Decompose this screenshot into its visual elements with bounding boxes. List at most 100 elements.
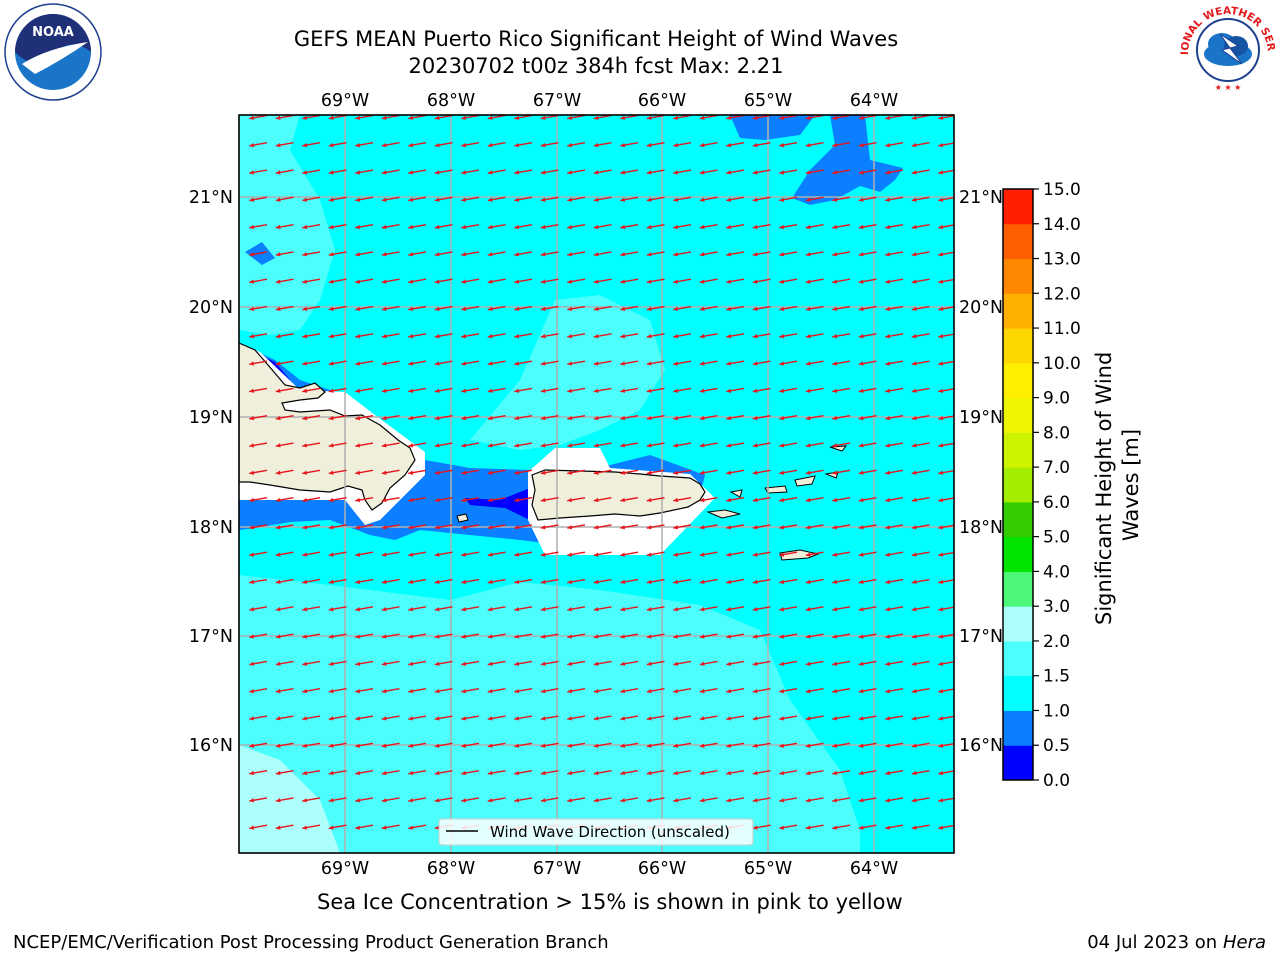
wind-wave-arrowhead — [381, 115, 387, 120]
wind-wave-arrowhead — [593, 634, 599, 639]
wind-wave-arrowhead — [699, 688, 705, 694]
noaa-logo-text: NOAA — [32, 25, 74, 40]
wind-wave-arrowhead — [328, 634, 334, 639]
wind-wave-arrowhead — [328, 197, 334, 202]
wind-wave-arrowhead — [832, 607, 838, 612]
wind-wave-arrowhead — [381, 388, 387, 393]
wind-wave-arrowhead — [620, 443, 626, 448]
wind-wave-arrowhead — [381, 361, 387, 366]
wind-wave-arrowhead — [620, 525, 626, 530]
wind-wave-arrowhead — [646, 252, 652, 257]
wind-wave-arrowhead — [328, 334, 334, 339]
wind-wave-arrowhead — [805, 415, 811, 421]
wind-wave-arrowhead — [355, 170, 361, 175]
wind-wave-arrowhead — [381, 716, 387, 721]
wind-wave-arrowhead — [673, 743, 679, 748]
wind-wave-arrowhead — [726, 661, 732, 666]
wind-wave-arrowhead — [593, 470, 599, 475]
wind-wave-arrowhead — [858, 142, 864, 148]
wind-wave-arrowhead — [275, 552, 281, 557]
wind-wave-arrowhead — [434, 579, 440, 585]
wind-wave-arrowhead — [487, 115, 493, 120]
wind-wave-arrowhead — [408, 334, 414, 339]
wind-wave-arrowhead — [514, 716, 520, 721]
wind-wave-arrowhead — [275, 770, 281, 776]
wind-wave-arrowhead — [540, 224, 546, 230]
wind-wave-arrowhead — [461, 224, 467, 230]
legend-label: Wind Wave Direction (unscaled) — [490, 823, 730, 841]
wind-wave-arrows — [249, 115, 954, 830]
wind-wave-arrowhead — [514, 224, 520, 230]
wind-wave-arrowhead — [540, 770, 546, 776]
wind-wave-arrowhead — [302, 525, 308, 530]
wind-wave-arrowhead — [911, 798, 917, 803]
wind-wave-arrowhead — [832, 661, 838, 666]
lat-label-left: 16°N — [189, 736, 233, 756]
wind-wave-arrowhead — [302, 279, 308, 284]
wind-wave-arrowhead — [567, 497, 573, 503]
lon-label-top: 69°W — [321, 91, 369, 111]
wind-wave-arrowhead — [593, 170, 599, 175]
colorbar-band — [1003, 571, 1033, 607]
wind-wave-arrowhead — [832, 415, 838, 421]
wind-wave-arrowhead — [726, 224, 732, 230]
wind-wave-arrowhead — [461, 716, 467, 721]
wind-wave-arrowhead — [646, 525, 652, 530]
wind-wave-arrowhead — [620, 743, 626, 748]
colorbar-band — [1003, 432, 1033, 468]
wind-wave-arrowhead — [514, 798, 520, 803]
wind-wave-arrowhead — [461, 415, 467, 421]
wind-wave-arrowhead — [726, 579, 732, 585]
wind-wave-arrowhead — [408, 688, 414, 694]
wind-wave-arrowhead — [461, 470, 467, 475]
colorbar-label-line2: Waves [m] — [1119, 429, 1143, 541]
wind-wave-arrowhead — [355, 142, 361, 148]
wind-wave-arrowhead — [302, 224, 308, 230]
wind-wave-arrowhead — [911, 197, 917, 202]
wind-wave-arrowhead — [699, 579, 705, 585]
colorbar-band — [1003, 467, 1033, 503]
colorbar-band — [1003, 745, 1033, 781]
wind-wave-arrowhead — [328, 142, 334, 148]
lon-label-top: 68°W — [427, 91, 475, 111]
wind-wave-arrowhead — [381, 634, 387, 639]
wind-wave-arrowhead — [885, 170, 891, 175]
noaa-logo: NOAA — [4, 3, 102, 101]
wind-wave-arrowhead — [487, 634, 493, 639]
wind-wave-arrowhead — [673, 224, 679, 230]
chart-subtitle: 20230702 t00z 384h fcst Max: 2.21 — [408, 54, 784, 78]
wind-wave-arrowhead — [646, 470, 652, 475]
wind-wave-arrowhead — [487, 607, 493, 612]
wind-wave-arrowhead — [726, 497, 732, 503]
wind-wave-arrowhead — [752, 334, 758, 339]
wind-wave-arrowhead — [805, 497, 811, 503]
wind-wave-arrowhead — [858, 798, 864, 803]
colorbar-band — [1003, 640, 1033, 677]
wind-wave-arrowhead — [779, 252, 785, 257]
wind-wave-arrowhead — [858, 334, 864, 339]
wind-wave-arrowhead — [249, 142, 255, 148]
wind-wave-arrowhead — [275, 224, 281, 230]
wind-wave-arrowhead — [434, 470, 440, 475]
wind-wave-arrowhead — [593, 770, 599, 776]
wind-wave-arrowhead — [381, 470, 387, 475]
wind-wave-arrowhead — [434, 252, 440, 257]
wind-wave-arrowhead — [805, 470, 811, 475]
wind-wave-arrowhead — [885, 634, 891, 639]
wind-wave-arrowhead — [381, 798, 387, 803]
wind-wave-arrowhead — [381, 279, 387, 284]
wind-wave-arrowhead — [646, 224, 652, 230]
wind-wave-arrowhead — [699, 443, 705, 448]
wind-wave-arrowhead — [434, 142, 440, 148]
wind-wave-arrowhead — [699, 525, 705, 530]
wind-wave-arrowhead — [434, 661, 440, 666]
wind-wave-arrowhead — [275, 661, 281, 666]
wind-wave-arrowhead — [408, 415, 414, 421]
wind-wave-arrowhead — [302, 688, 308, 694]
wind-wave-arrowhead — [461, 798, 467, 803]
wind-wave-arrowhead — [832, 825, 838, 830]
wind-wave-arrowhead — [540, 279, 546, 284]
wind-wave-arrowhead — [355, 497, 361, 503]
wind-wave-arrowhead — [832, 224, 838, 230]
wind-wave-arrowhead — [461, 142, 467, 148]
